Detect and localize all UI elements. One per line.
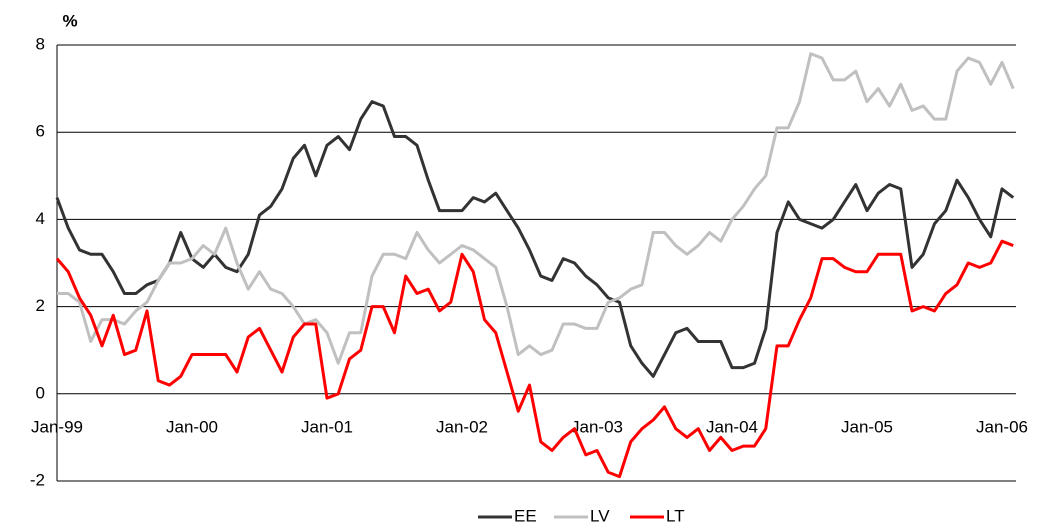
x-tick-label: Jan-06	[976, 417, 1028, 436]
y-tick-label: 0	[36, 383, 45, 402]
x-tick-label: Jan-00	[166, 417, 218, 436]
x-tick-label: Jan-01	[301, 417, 353, 436]
y-tick-label: 4	[36, 209, 45, 228]
x-tick-label: Jan-04	[706, 417, 758, 436]
series-line	[55, 100, 1015, 378]
y-tick-label: -2	[30, 470, 45, 489]
y-tick-label: 6	[36, 122, 45, 141]
x-tick-label: Jan-99	[31, 417, 83, 436]
x-tick-label: Jan-02	[436, 417, 488, 436]
y-tick-label: 8	[36, 34, 45, 53]
x-tick-label: Jan-05	[841, 417, 893, 436]
series-line	[57, 52, 1015, 365]
x-tick-label: Jan-03	[571, 417, 623, 436]
y-axis-label: %	[62, 11, 77, 30]
series-line	[55, 239, 1014, 479]
legend-label: EE	[514, 506, 537, 525]
legend-label: LV	[590, 506, 610, 525]
legend-label: LT	[666, 506, 685, 525]
y-tick-label: 2	[36, 296, 45, 315]
